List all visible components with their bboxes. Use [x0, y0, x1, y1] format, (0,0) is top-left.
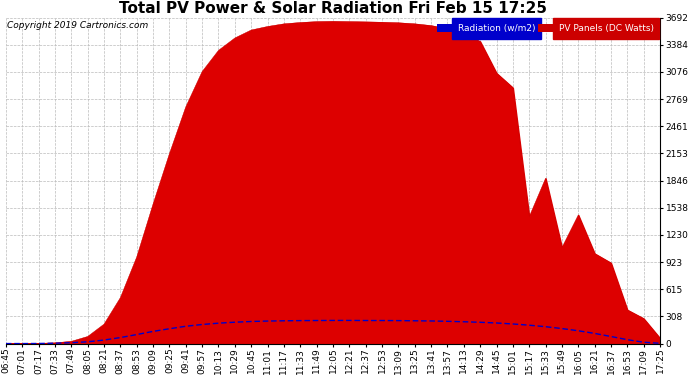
Title: Total PV Power & Solar Radiation Fri Feb 15 17:25: Total PV Power & Solar Radiation Fri Feb…	[119, 2, 547, 16]
Text: Copyright 2019 Cartronics.com: Copyright 2019 Cartronics.com	[7, 21, 148, 30]
Legend: Radiation (w/m2), PV Panels (DC Watts): Radiation (w/m2), PV Panels (DC Watts)	[435, 22, 656, 35]
